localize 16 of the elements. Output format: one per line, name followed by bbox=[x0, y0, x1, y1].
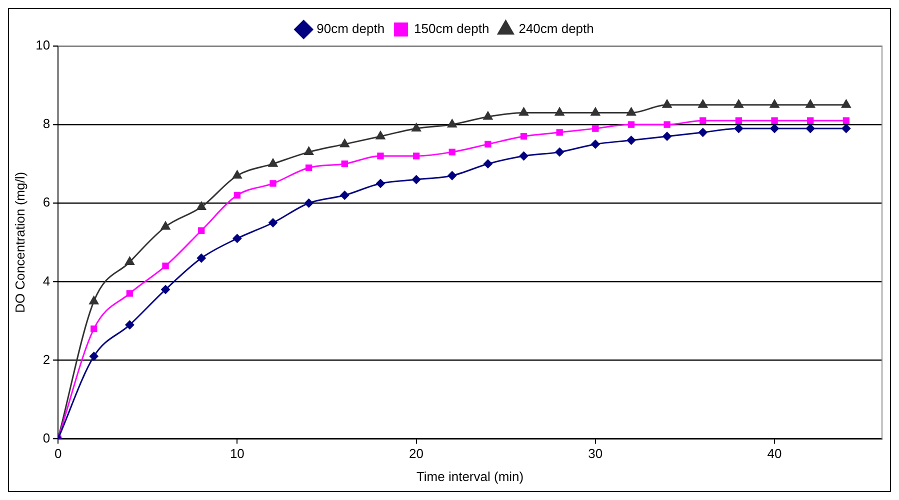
legend-label: 240cm depth bbox=[518, 21, 594, 36]
y-tick-label: 0 bbox=[42, 430, 50, 446]
x-tick-label: 30 bbox=[588, 446, 603, 462]
y-tick-label: 6 bbox=[42, 194, 50, 210]
legend-label: 90cm depth bbox=[316, 21, 385, 36]
y-tick-label: 2 bbox=[42, 352, 50, 367]
y-tick-label: 8 bbox=[42, 116, 50, 132]
x-tick-label: 20 bbox=[409, 446, 424, 462]
x-axis-title: Time interval (min) bbox=[416, 468, 524, 484]
x-tick-label: 0 bbox=[54, 446, 62, 462]
x-tick-label: 40 bbox=[767, 446, 782, 462]
legend-label: 150cm depth bbox=[414, 21, 490, 36]
x-tick-label: 10 bbox=[230, 446, 244, 462]
y-tick-label: 4 bbox=[42, 273, 50, 288]
y-tick-label: 10 bbox=[36, 38, 50, 53]
y-axis-title: DO Concentration (mg/l) bbox=[12, 172, 28, 313]
